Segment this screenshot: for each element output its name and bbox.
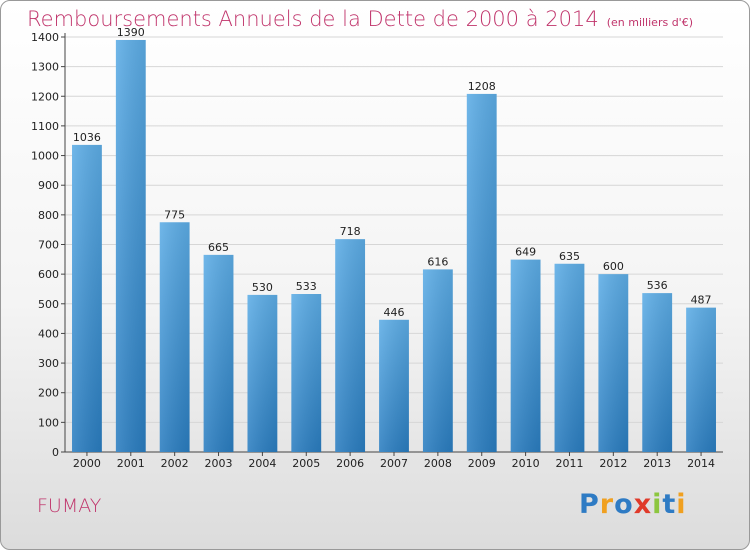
chart-unit: (en milliers d'€): [606, 16, 693, 29]
x-tick-labels: 2000 2001 2002 2003 2004 2005 2006 2007 2008 2009…: [73, 452, 715, 470]
y-tick-label: 900: [38, 179, 59, 192]
bar-shade-2012: [598, 274, 629, 452]
bar-shade-2002: [159, 222, 190, 452]
bar-shade-2005: [291, 294, 322, 452]
x-tick-label-2008: 2008: [424, 457, 452, 470]
bar-shade-2003: [203, 254, 234, 452]
y-tick-label: 500: [38, 298, 59, 311]
y-tick-label: 200: [38, 387, 59, 400]
data-label-2002: 775: [164, 208, 185, 221]
bar-shade-2004: [247, 294, 278, 452]
x-tick-label-2002: 2002: [161, 457, 189, 470]
bars: [72, 39, 716, 453]
data-label-2008: 616: [427, 255, 448, 268]
bar-shade-2013: [642, 293, 673, 452]
y-tick-label: 400: [38, 327, 59, 340]
y-tick-label: 300: [38, 357, 59, 370]
proxiti-logo: Proxiti: [579, 489, 687, 520]
logo-letter: x: [633, 489, 653, 520]
data-label-2000: 1036: [73, 131, 101, 144]
commune-name: FUMAY: [37, 495, 102, 517]
bar-shade-2011: [554, 263, 585, 452]
data-label-2006: 718: [340, 225, 361, 238]
logo-letter: i: [652, 489, 663, 520]
logo-letter: P: [579, 489, 600, 520]
y-tick-label: 100: [38, 416, 59, 429]
logo-letter: i: [676, 489, 687, 520]
bar-shade-2007: [379, 319, 409, 452]
y-tick-label: 1000: [31, 150, 59, 163]
data-label-2003: 665: [208, 241, 229, 254]
bar-shade-2000: [72, 144, 102, 452]
x-tick-label-2005: 2005: [292, 457, 320, 470]
bar-shade-2006: [335, 239, 366, 452]
data-label-2004: 530: [252, 281, 273, 294]
data-label-2005: 533: [296, 280, 317, 293]
x-tick-label-2003: 2003: [205, 457, 233, 470]
y-tick-label: 1400: [31, 31, 59, 44]
bar-shade-2009: [466, 93, 497, 453]
data-label-2014: 487: [691, 294, 712, 307]
data-label-2007: 446: [384, 306, 405, 319]
bar-shade-2001: [115, 39, 146, 452]
chart-title-text: Remboursements Annuels de la Dette de 20…: [27, 7, 599, 31]
logo-letter: o: [614, 489, 634, 520]
x-tick-label-2006: 2006: [336, 457, 364, 470]
x-tick-label-2009: 2009: [468, 457, 496, 470]
data-label-2009: 1208: [468, 80, 496, 93]
y-tick-label: 0: [52, 446, 59, 459]
x-tick-label-2014: 2014: [687, 457, 715, 470]
x-tick-label-2011: 2011: [555, 457, 583, 470]
data-label-2012: 600: [603, 260, 624, 273]
data-label-2013: 536: [647, 279, 668, 292]
data-label-2011: 635: [559, 250, 580, 263]
y-tick-label: 1100: [31, 120, 59, 133]
y-tick-label: 800: [38, 209, 59, 222]
x-tick-label-2004: 2004: [248, 457, 276, 470]
chart-title: Remboursements Annuels de la Dette de 20…: [27, 7, 693, 31]
logo-letter: t: [662, 489, 677, 520]
x-tick-label-2007: 2007: [380, 457, 408, 470]
x-tick-label-2013: 2013: [643, 457, 671, 470]
data-labels: 1036 1390 775 665 530 533 718 446 616 1208 649 635 6…: [73, 26, 712, 319]
data-label-2010: 649: [515, 246, 536, 259]
logo-letter: r: [599, 489, 615, 520]
y-tick-label: 600: [38, 268, 59, 281]
x-tick-label-2010: 2010: [512, 457, 540, 470]
x-tick-label-2001: 2001: [117, 457, 145, 470]
y-tick-label: 1200: [31, 90, 59, 103]
bar-shade-2010: [510, 259, 541, 452]
y-tick-label: 1300: [31, 61, 59, 74]
x-tick-label-2000: 2000: [73, 457, 101, 470]
x-tick-label-2012: 2012: [599, 457, 627, 470]
bar-shade-2014: [686, 307, 716, 452]
y-tick-labels: 0 100 200 300 400 500 600 700 800 900 1000 1100 1200…: [31, 31, 59, 459]
y-tick-label: 700: [38, 239, 59, 252]
data-label-2001: 1390: [117, 26, 145, 39]
bar-shade-2008: [422, 269, 453, 452]
